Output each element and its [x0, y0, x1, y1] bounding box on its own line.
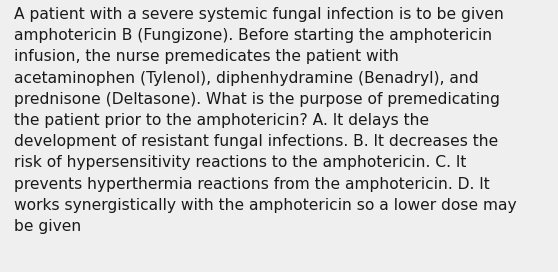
Text: A patient with a severe systemic fungal infection is to be given
amphotericin B : A patient with a severe systemic fungal … [14, 7, 517, 234]
